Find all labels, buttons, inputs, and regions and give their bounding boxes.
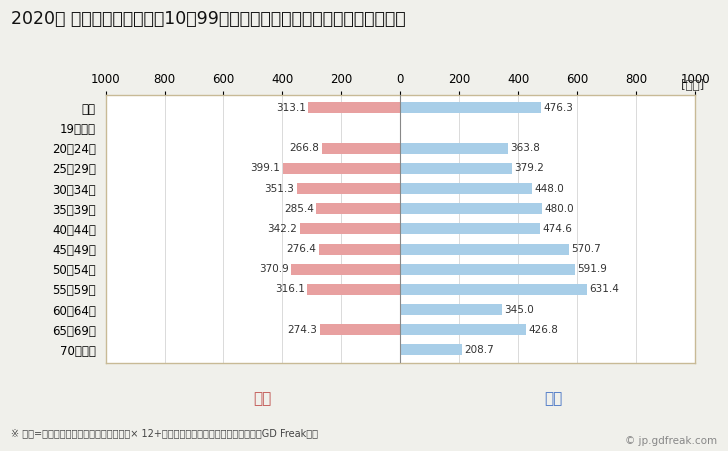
Text: 379.2: 379.2 — [515, 163, 545, 173]
Text: 男性: 男性 — [544, 391, 563, 407]
Bar — [400, 244, 569, 255]
Text: 285.4: 285.4 — [284, 204, 314, 214]
Text: 351.3: 351.3 — [264, 184, 294, 193]
Text: 448.0: 448.0 — [535, 184, 565, 193]
Text: 316.1: 316.1 — [275, 285, 305, 295]
Text: 女性: 女性 — [253, 391, 272, 407]
Text: 476.3: 476.3 — [543, 103, 573, 113]
Text: 631.4: 631.4 — [589, 285, 619, 295]
Bar — [400, 264, 575, 275]
Bar — [400, 345, 462, 355]
Text: 570.7: 570.7 — [571, 244, 601, 254]
Text: 342.2: 342.2 — [267, 224, 297, 234]
Text: ※ 年収=「きまって支給する現金給与額」× 12+「年間賞与その他特別給与額」としてGD Freak推計: ※ 年収=「きまって支給する現金給与額」× 12+「年間賞与その他特別給与額」と… — [11, 428, 318, 438]
Bar — [316, 203, 400, 214]
Bar — [308, 102, 400, 113]
Bar — [400, 223, 540, 235]
Text: 591.9: 591.9 — [577, 264, 607, 274]
Text: 2020年 民間企業（従業者数10～99人）フルタイム労働者の男女別平均年収: 2020年 民間企業（従業者数10～99人）フルタイム労働者の男女別平均年収 — [11, 10, 405, 28]
Text: 370.9: 370.9 — [259, 264, 289, 274]
Bar — [297, 183, 400, 194]
Text: 345.0: 345.0 — [505, 304, 534, 315]
Bar — [322, 143, 400, 154]
Text: 363.8: 363.8 — [510, 143, 540, 153]
Bar — [319, 244, 400, 255]
Text: [万円]: [万円] — [681, 79, 705, 92]
Bar — [400, 324, 526, 335]
Bar — [400, 163, 513, 174]
Text: 399.1: 399.1 — [250, 163, 280, 173]
Text: 274.3: 274.3 — [288, 325, 317, 335]
Text: 313.1: 313.1 — [276, 103, 306, 113]
Text: 276.4: 276.4 — [287, 244, 317, 254]
Bar — [291, 264, 400, 275]
Bar — [400, 102, 541, 113]
Text: 474.6: 474.6 — [542, 224, 572, 234]
Bar — [400, 183, 532, 194]
Bar — [282, 163, 400, 174]
Text: 208.7: 208.7 — [464, 345, 494, 355]
Bar — [299, 223, 400, 235]
Bar — [400, 203, 542, 214]
Bar — [400, 304, 502, 315]
Text: 426.8: 426.8 — [529, 325, 558, 335]
Bar — [400, 143, 507, 154]
Bar — [320, 324, 400, 335]
Bar — [400, 284, 587, 295]
Bar — [307, 284, 400, 295]
Text: 480.0: 480.0 — [545, 204, 574, 214]
Text: 266.8: 266.8 — [290, 143, 320, 153]
Text: © jp.gdfreak.com: © jp.gdfreak.com — [625, 437, 717, 446]
